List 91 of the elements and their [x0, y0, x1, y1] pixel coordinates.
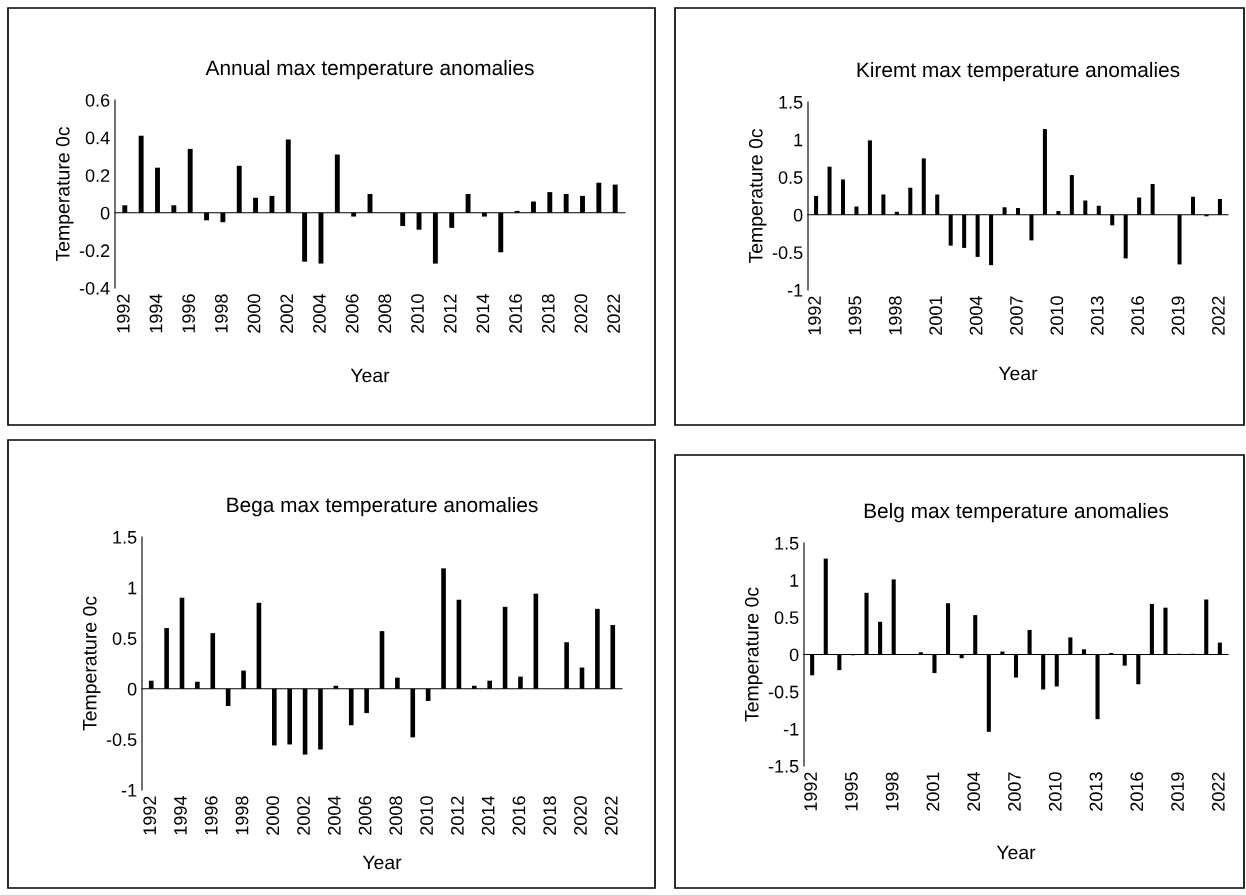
y-axis-title: Temperature 0c [744, 587, 763, 722]
x-tick-label: 2019 [1171, 772, 1184, 811]
x-tick-label: 1995 [844, 772, 858, 811]
x-tick-label: 2001 [926, 772, 940, 811]
y-tick-label: -0.4 [79, 281, 110, 295]
x-tick-label: 2022 [607, 294, 621, 333]
x-tick-label: 2006 [345, 294, 359, 333]
x-axis-title: Year [996, 845, 1036, 860]
x-tick-label: 2000 [247, 294, 261, 333]
y-tick-label: 1.5 [775, 537, 799, 550]
y-tick-label: -0.5 [106, 733, 137, 747]
x-tick-label: 1994 [174, 796, 187, 835]
y-tick-label: 0 [100, 206, 110, 220]
x-axis-title: Year [998, 366, 1038, 381]
x-tick-label: 2013 [1090, 296, 1104, 335]
x-tick-label: 2012 [443, 294, 457, 333]
x-tick-label: 2022 [604, 796, 618, 835]
x-tick-label: 2022 [1211, 772, 1225, 811]
x-tick-label: 2016 [1130, 772, 1144, 811]
y-tick-label: -1 [121, 784, 137, 797]
x-tick-label: 2008 [378, 294, 392, 333]
y-tick-label: 0.6 [85, 93, 110, 107]
x-tick-label: 1998 [214, 294, 228, 333]
x-tick-label: 2016 [1131, 296, 1144, 335]
x-axis-title: Year [350, 368, 390, 383]
x-tick-label: 1996 [204, 796, 218, 835]
x-tick-label: 2000 [266, 796, 280, 835]
x-tick-label: 2001 [929, 296, 943, 335]
x-tick-label: 2020 [574, 294, 588, 333]
y-tick-label: 1 [794, 133, 803, 147]
x-tick-label: 1995 [848, 296, 862, 335]
x-tick-label: 2007 [1008, 772, 1021, 811]
x-tick-label: 2002 [280, 294, 294, 333]
x-tick-label: 2022 [1211, 296, 1225, 335]
x-tick-label: 1992 [808, 296, 821, 335]
x-tick-label: 2010 [1048, 772, 1062, 811]
chart-title: Annual max temperature anomalies [205, 59, 534, 80]
y-tick-label: -0.5 [772, 246, 803, 260]
y-tick-label: 0.5 [778, 171, 803, 184]
x-axis-title: Year [362, 855, 402, 870]
x-tick-label: 2018 [541, 294, 555, 333]
y-tick-label: -1 [787, 284, 803, 297]
x-tick-label: 2002 [297, 796, 310, 835]
x-tick-label: 1996 [182, 294, 196, 333]
y-tick-label: 1 [790, 574, 799, 587]
y-tick-label: -1.5 [768, 760, 799, 773]
x-tick-label: 2010 [420, 796, 433, 835]
x-tick-label: 2006 [358, 796, 372, 835]
x-tick-label: 2004 [327, 796, 341, 835]
x-tick-label: 2010 [1050, 296, 1064, 335]
x-tick-label: 2016 [512, 796, 526, 835]
x-tick-label: 2004 [969, 296, 983, 335]
x-tick-label: 1998 [235, 796, 249, 835]
x-tick-label: 1992 [143, 796, 157, 835]
y-tick-label: 0.4 [85, 131, 110, 145]
x-tick-label: 1998 [888, 296, 902, 335]
y-tick-label: -1 [783, 722, 799, 736]
y-tick-label: 1 [128, 581, 137, 595]
y-tick-label: 0.2 [85, 169, 110, 182]
x-tick-label: 2014 [476, 294, 490, 333]
x-tick-label: 2010 [411, 294, 424, 333]
y-tick-label: 0 [793, 208, 803, 222]
x-tick-label: 2012 [450, 796, 464, 835]
y-axis-title: Temperature 0c [748, 128, 767, 264]
x-tick-label: 2004 [967, 772, 981, 811]
y-tick-label: -0.5 [768, 685, 799, 699]
chart-title: Belg max temperature anomalies [864, 502, 1169, 523]
x-tick-label: 2007 [1010, 296, 1023, 335]
x-tick-label: 1998 [885, 772, 899, 811]
x-tick-label: 2020 [574, 796, 587, 835]
x-tick-label: 2004 [313, 294, 326, 333]
chart-title: Bega max temperature anomalies [227, 496, 538, 517]
x-tick-label: 2019 [1171, 296, 1185, 335]
x-tick-label: 1994 [149, 294, 163, 333]
y-axis-title: Temperature 0c [55, 126, 74, 262]
y-tick-label: 1.5 [113, 531, 137, 544]
x-tick-label: 2014 [481, 796, 495, 835]
x-tick-label: 2018 [543, 796, 557, 835]
x-tick-label: 1992 [804, 772, 817, 811]
x-tick-label: 1992 [116, 294, 130, 333]
x-tick-label: 2008 [389, 796, 403, 835]
x-tick-label: 2016 [509, 294, 522, 333]
x-tick-label: 2013 [1089, 772, 1103, 811]
y-tick-label: 0.5 [774, 611, 799, 625]
y-tick-label: 0.5 [112, 632, 137, 645]
y-tick-label: 0 [789, 648, 799, 662]
y-tick-label: 0 [127, 682, 137, 696]
chart-title: Kiremt max temperature anomalies [857, 61, 1180, 82]
y-tick-label: -0.2 [79, 244, 110, 258]
y-tick-label: 1.5 [779, 96, 803, 109]
y-axis-title: Temperature 0c [82, 596, 101, 731]
